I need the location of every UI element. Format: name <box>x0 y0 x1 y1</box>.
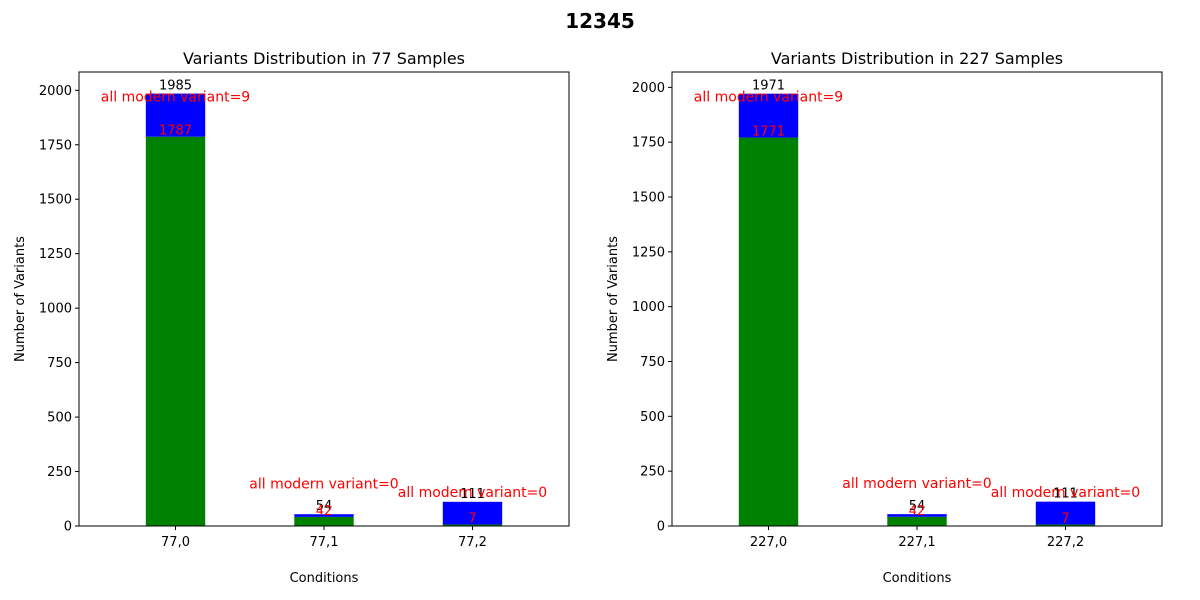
y-tick-label: 1500 <box>39 193 72 208</box>
total-label: 54 <box>316 499 333 514</box>
y-tick-label: 1000 <box>39 302 72 317</box>
annotation-label: all modern variant=0 <box>991 485 1140 501</box>
base-value-label: 7 <box>468 511 476 526</box>
figure-suptitle: 12345 <box>565 9 635 33</box>
total-label: 54 <box>909 499 926 514</box>
chart-title: Variants Distribution in 227 Samples <box>771 49 1063 68</box>
y-tick-label: 500 <box>640 410 665 425</box>
base-value-label: 1787 <box>159 124 192 139</box>
x-tick-label: 77,2 <box>458 535 487 550</box>
bar-segment <box>442 501 503 525</box>
x-tick-label: 77,1 <box>310 535 339 550</box>
bar-segment <box>442 524 503 526</box>
x-axis-label: Conditions <box>883 571 952 586</box>
y-tick-label: 1250 <box>632 245 665 260</box>
base-value-label: 1771 <box>752 125 785 140</box>
chart-panel-2: Variants Distribution in 227 Samples 0 250… <box>606 49 1163 586</box>
annotation-label: all modern variant=9 <box>101 90 250 106</box>
y-axis-label: Number of Variants <box>606 236 621 362</box>
bar-segment <box>1035 524 1096 526</box>
x-axis-label: Conditions <box>290 571 359 586</box>
bar-segment <box>887 516 947 526</box>
annotation-label: all modern variant=0 <box>398 485 547 501</box>
bar-segment <box>294 516 354 526</box>
bar-segment <box>887 514 947 517</box>
base-value-label: 7 <box>1061 511 1069 526</box>
chart-title: Variants Distribution in 77 Samples <box>183 49 465 68</box>
y-tick-label: 1750 <box>632 136 665 151</box>
total-label: 1971 <box>752 79 785 94</box>
y-tick-label: 0 <box>657 520 665 535</box>
total-label: 1985 <box>159 79 192 94</box>
y-axis-label: Number of Variants <box>13 236 28 362</box>
total-label: 111 <box>460 487 485 502</box>
y-tick-label: 2000 <box>39 84 72 99</box>
y-tick-label: 1750 <box>39 138 72 153</box>
base-value-label: 42 <box>909 504 926 519</box>
bar-segment <box>1035 501 1096 525</box>
y-tick-label: 500 <box>47 411 72 426</box>
chart-panel-1: Variants Distribution in 77 Samples 0 250 5… <box>13 49 570 586</box>
total-label: 111 <box>1053 487 1078 502</box>
y-tick-label: 250 <box>47 465 72 480</box>
y-tick-label: 750 <box>47 356 72 371</box>
annotation-label: all modern variant=9 <box>694 90 843 106</box>
y-tick-label: 0 <box>64 520 72 535</box>
annotation-label: all modern variant=0 <box>249 476 398 492</box>
x-tick-label: 227,2 <box>1047 535 1084 550</box>
bar-segment <box>294 514 354 517</box>
bar-segment <box>145 93 206 137</box>
bar-segment <box>145 136 206 526</box>
y-tick-label: 250 <box>640 465 665 480</box>
y-tick-label: 750 <box>640 355 665 370</box>
x-tick-label: 227,1 <box>898 535 935 550</box>
y-tick-label: 1500 <box>632 191 665 206</box>
x-tick-label: 227,0 <box>750 535 787 550</box>
y-tick-label: 1250 <box>39 247 72 262</box>
bar-segment <box>738 93 799 138</box>
annotation-label: all modern variant=0 <box>842 476 991 492</box>
y-tick-label: 2000 <box>632 81 665 96</box>
x-tick-label: 77,0 <box>161 535 190 550</box>
y-tick-label: 1000 <box>632 300 665 315</box>
bar-segment <box>738 137 799 527</box>
base-value-label: 42 <box>316 504 333 519</box>
